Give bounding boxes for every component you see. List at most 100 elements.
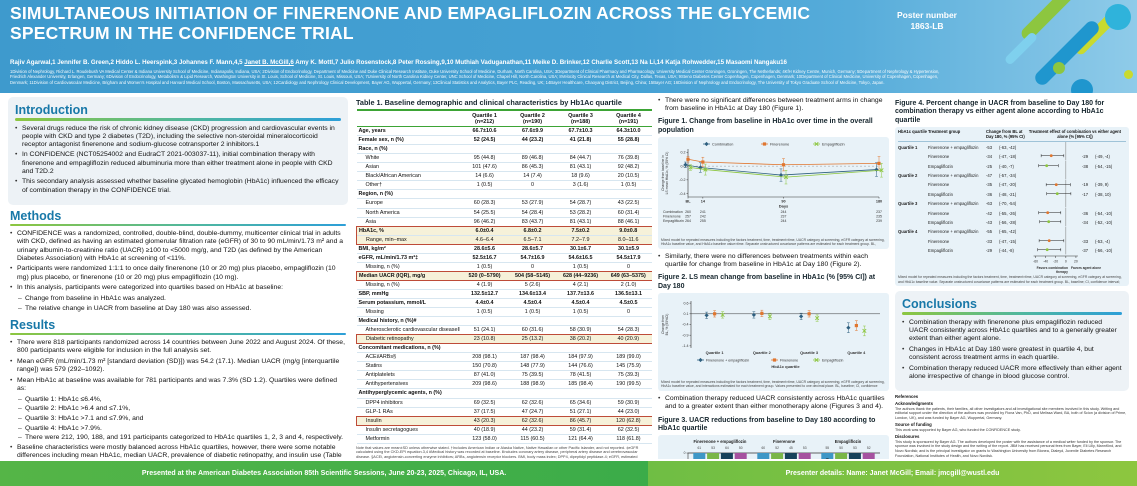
chart-element: Empagliflozin <box>822 358 843 362</box>
row-label: Median UACR (IQR), mg/g <box>356 270 461 281</box>
cell-value: 145 (75.9) <box>616 363 641 370</box>
chart-element <box>784 453 797 459</box>
cell-value: 5 (2.6) <box>524 281 541 288</box>
forest-cell: -47 (-57, -34) <box>986 172 1017 178</box>
methods-rule <box>10 223 346 227</box>
row-label: Metformin <box>365 435 390 442</box>
cell-value: 14 (7.4) <box>523 173 542 180</box>
chart-element <box>685 164 877 176</box>
chart-element <box>703 167 708 172</box>
cell-value: 4.5±0.4 <box>523 299 542 306</box>
cell-value: 53 (27.9) <box>521 200 544 207</box>
bullet: Mean HbA1c at baseline was available for… <box>10 377 346 393</box>
cell-value: 47 (24.7) <box>521 408 544 415</box>
table1-row: Asia 96 (46.2) 83 (43.7) 81 (43.1) 88 (46.1) <box>356 217 652 227</box>
column-figures: There were no significant differences be… <box>658 97 889 459</box>
figure4-panel: HbA1c quartile Treatment group Change fr… <box>895 127 1129 287</box>
forest-cell: -33 (-47, -15) <box>986 238 1017 244</box>
forest-cell <box>1028 179 1082 190</box>
chart-element: 64 <box>725 446 729 450</box>
cell-value: 52 (24.5) <box>473 137 496 144</box>
chart-element <box>683 162 688 167</box>
sub-bullet: Quartile 3: HbA1c >7.1 and ≤7.9%, and <box>18 415 346 423</box>
cell-value: 2 (1.0) <box>620 281 637 288</box>
chart-element <box>1045 164 1049 167</box>
forest-row: Quartile 2 Finerenone + empagliflozin -47(… <box>898 170 1126 180</box>
poster-number-value: 1863-LB <box>910 21 944 32</box>
row-label: Statins <box>365 363 382 370</box>
cell-value: 84 (44.7) <box>569 155 592 162</box>
chart-element <box>1054 182 1058 186</box>
introduction-rule <box>15 118 341 121</box>
presenter-author: Janet B. McGill,6 <box>244 59 294 66</box>
forest-row: Quartile 1 Finerenone + empagliflozin -53(… <box>898 142 1126 152</box>
cell-value <box>557 317 605 326</box>
cell-value: 95 (44.8) <box>473 155 496 162</box>
figure4-axis-row: -60 -40 -20 0 20 <box>898 255 1126 266</box>
cell-value: 0 <box>627 309 630 316</box>
forest-cell: Finerenone + empagliflozin <box>928 144 979 150</box>
cell-value: 54 (28.3) <box>617 327 640 334</box>
results-heading: Results <box>10 317 56 332</box>
cell-value: 7.5±0.2 <box>556 225 605 236</box>
chart-element <box>814 358 819 363</box>
row-label: Race, n (%) <box>358 146 388 153</box>
acknowledgments-heading: Acknowledgments <box>895 401 933 407</box>
sub-bullet: Quartile 1: HbA1c ≤6.4%, <box>18 396 346 404</box>
cell-value: 18 (9.6) <box>571 173 590 180</box>
figure4-header: HbA1c quartile Treatment group Change fr… <box>898 129 1126 142</box>
cell-value: 67.7±10.3 <box>568 128 593 135</box>
chart-element: 235 <box>876 215 882 219</box>
table1-row: North America 54 (25.5) 54 (28.4) 53 (28.2)… <box>356 208 652 218</box>
cell-value: 188 (98.9) <box>520 381 545 388</box>
cell-value: 30.1±5.9 <box>618 245 639 252</box>
cell-value: 28.6±5.6 <box>474 245 495 252</box>
bullet: Several drugs reduce the risk of chronic… <box>15 125 341 149</box>
forest-row: Finerenone -34 (-47, -18) -29 (-49, -4) <box>898 151 1126 161</box>
bullet-fig2: Similarly, there were no differences bet… <box>658 253 889 269</box>
cell-value <box>605 145 653 154</box>
cell-value: 87 (41.0) <box>473 372 496 379</box>
figure2-panel: Change from BL, % (95%CI) 0.6 0.1 -0.4 -0.9 -1… <box>658 293 889 392</box>
forest-row: Empagliflozin -43 (-56, -28) -34 (-52, -10) <box>898 217 1126 227</box>
conclusions-rule <box>902 312 1122 315</box>
cell-value: 4.4±0.4 <box>475 299 494 306</box>
cell-value: 150 (70.8) <box>472 363 497 370</box>
row-label: Black/African American <box>365 173 421 180</box>
chart-element <box>821 453 834 459</box>
chart-element <box>799 314 804 319</box>
cell-value: 23 (10.8) <box>460 334 509 344</box>
chart-element: 53 <box>803 446 807 450</box>
chart-element: 242 <box>700 215 706 219</box>
chart-element <box>846 325 851 330</box>
figure4-header-effect: Treatment effect of combination vs eithe… <box>1028 129 1122 139</box>
table1-row: SBP, mmHg 132.5±12.7 134.6±13.4 137.7±13.6 1… <box>356 289 652 299</box>
chart-element <box>751 312 756 318</box>
introduction-heading: Introduction <box>15 103 88 117</box>
chart-element: -0.4 <box>679 192 685 196</box>
cell-value: 6.8±0.2 <box>508 225 557 236</box>
chart-element <box>1055 192 1059 196</box>
chart-element <box>698 358 703 363</box>
row-label: Insulin secretagogues <box>365 426 418 433</box>
forest-cell: Quartile 3 <box>898 201 918 207</box>
table1-row: Statins 150 (70.8) 148 (77.9) 144 (76.6) 145… <box>356 362 652 371</box>
table1-col-header: Quartile 3 (n=188) <box>568 112 593 125</box>
table1-row: Atherosclerotic cardiovascular disease‖ 5… <box>356 326 652 335</box>
chart-element: 260 <box>685 210 691 214</box>
cell-value: 86 (45.3) <box>521 164 544 171</box>
results-section: Results There were 818 participants rand… <box>8 318 348 459</box>
figure1-footnote: Mixed model for repeated measures includ… <box>661 238 885 247</box>
figure1-panel: Change from baseline in LS mean HbA1c, % … <box>658 137 889 250</box>
row-label: GLP-1 RAs <box>365 408 393 415</box>
column-left: Introduction Several drugs reduce the ri… <box>8 97 348 459</box>
cell-value: 4 (1.9) <box>476 281 493 288</box>
cell-value: 59 (30.9) <box>617 399 640 406</box>
cell-value: 4.5±0.4 <box>571 299 590 306</box>
chart-element: 53 <box>711 446 715 450</box>
cell-value: 148 (77.9) <box>520 363 545 370</box>
forest-cell: -36 (-54, -10) <box>1082 210 1113 216</box>
bullet-text: Similarly, there were no differences bet… <box>658 253 889 269</box>
chart-element: 14 <box>701 200 706 204</box>
sub-bullet: There were 212, 190, 188, and 191 partic… <box>18 434 346 442</box>
